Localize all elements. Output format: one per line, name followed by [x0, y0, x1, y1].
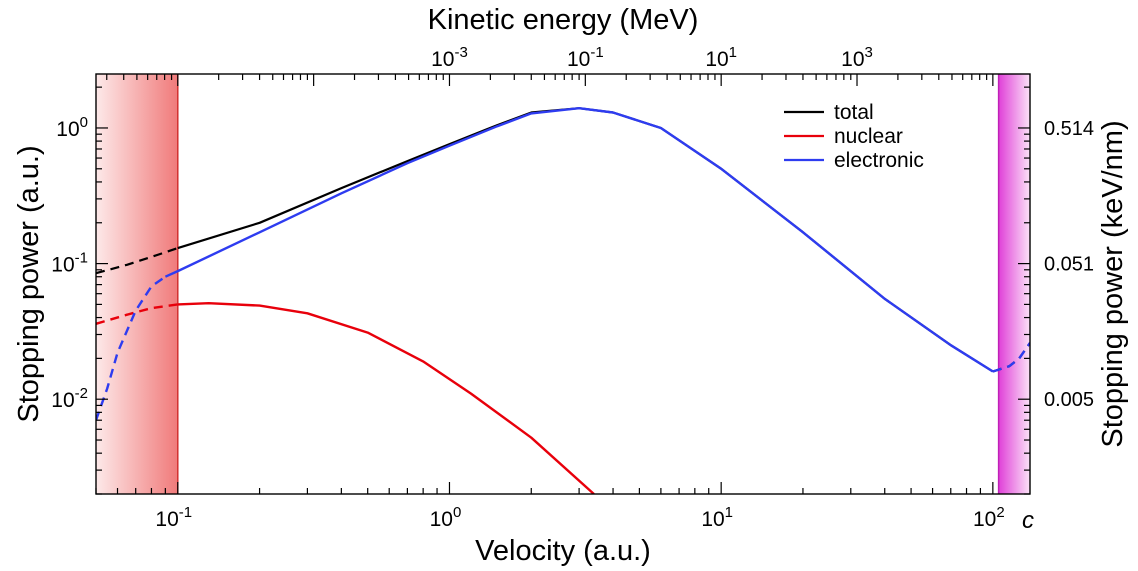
x-tick-label: 10-1: [155, 504, 192, 531]
axis-ticks: [95, 74, 1030, 495]
y2-axis-title: Stopping power (keV/nm): [1097, 120, 1129, 447]
series-electronic-dashed-1: [96, 275, 167, 421]
x-axis-title: Velocity (a.u.): [475, 535, 651, 567]
x2-axis-title: Kinetic energy (MeV): [428, 4, 699, 36]
x-tick-label: 101: [701, 504, 733, 531]
legend-label-nuclear: nuclear: [834, 125, 903, 148]
y2-tick-label: 0.051: [1044, 254, 1094, 276]
x2-tick-label: 10-3: [431, 44, 468, 71]
series-electronic-dashed-3: [992, 342, 1030, 373]
y2-tick-label: 0.005: [1044, 389, 1094, 411]
x2-tick-label: 10-1: [567, 44, 604, 71]
y2-tick-label: 0.514: [1044, 118, 1094, 140]
y-tick-label: 10-1: [51, 250, 88, 277]
series-electronic-solid-2: [164, 106, 994, 373]
y-tick-label: 10-2: [51, 385, 88, 412]
legend-label-total: total: [834, 101, 874, 124]
x-tick-label: 102: [973, 504, 1005, 531]
axis-tick-labels: 10-1 100 101 102 10-2 10-1 100 10-3 10-1 101 103 0.…: [51, 44, 1094, 531]
x2-tick-label: 103: [841, 44, 873, 71]
curves: [96, 106, 1030, 494]
shaded-region-1: [96, 74, 178, 494]
x-axis-end-label-c: c: [1022, 507, 1034, 534]
y-tick-label: 100: [56, 114, 88, 141]
x-tick-label: 100: [430, 504, 462, 531]
y-axis-title: Stopping power (a.u.): [13, 145, 45, 422]
series-nuclear-dashed-1: [96, 303, 178, 325]
series-nuclear-solid-2: [177, 302, 595, 494]
legend-label-electronic: electronic: [834, 149, 924, 172]
x2-tick-label: 101: [705, 44, 737, 71]
series-total-dashed-1: [96, 247, 179, 275]
